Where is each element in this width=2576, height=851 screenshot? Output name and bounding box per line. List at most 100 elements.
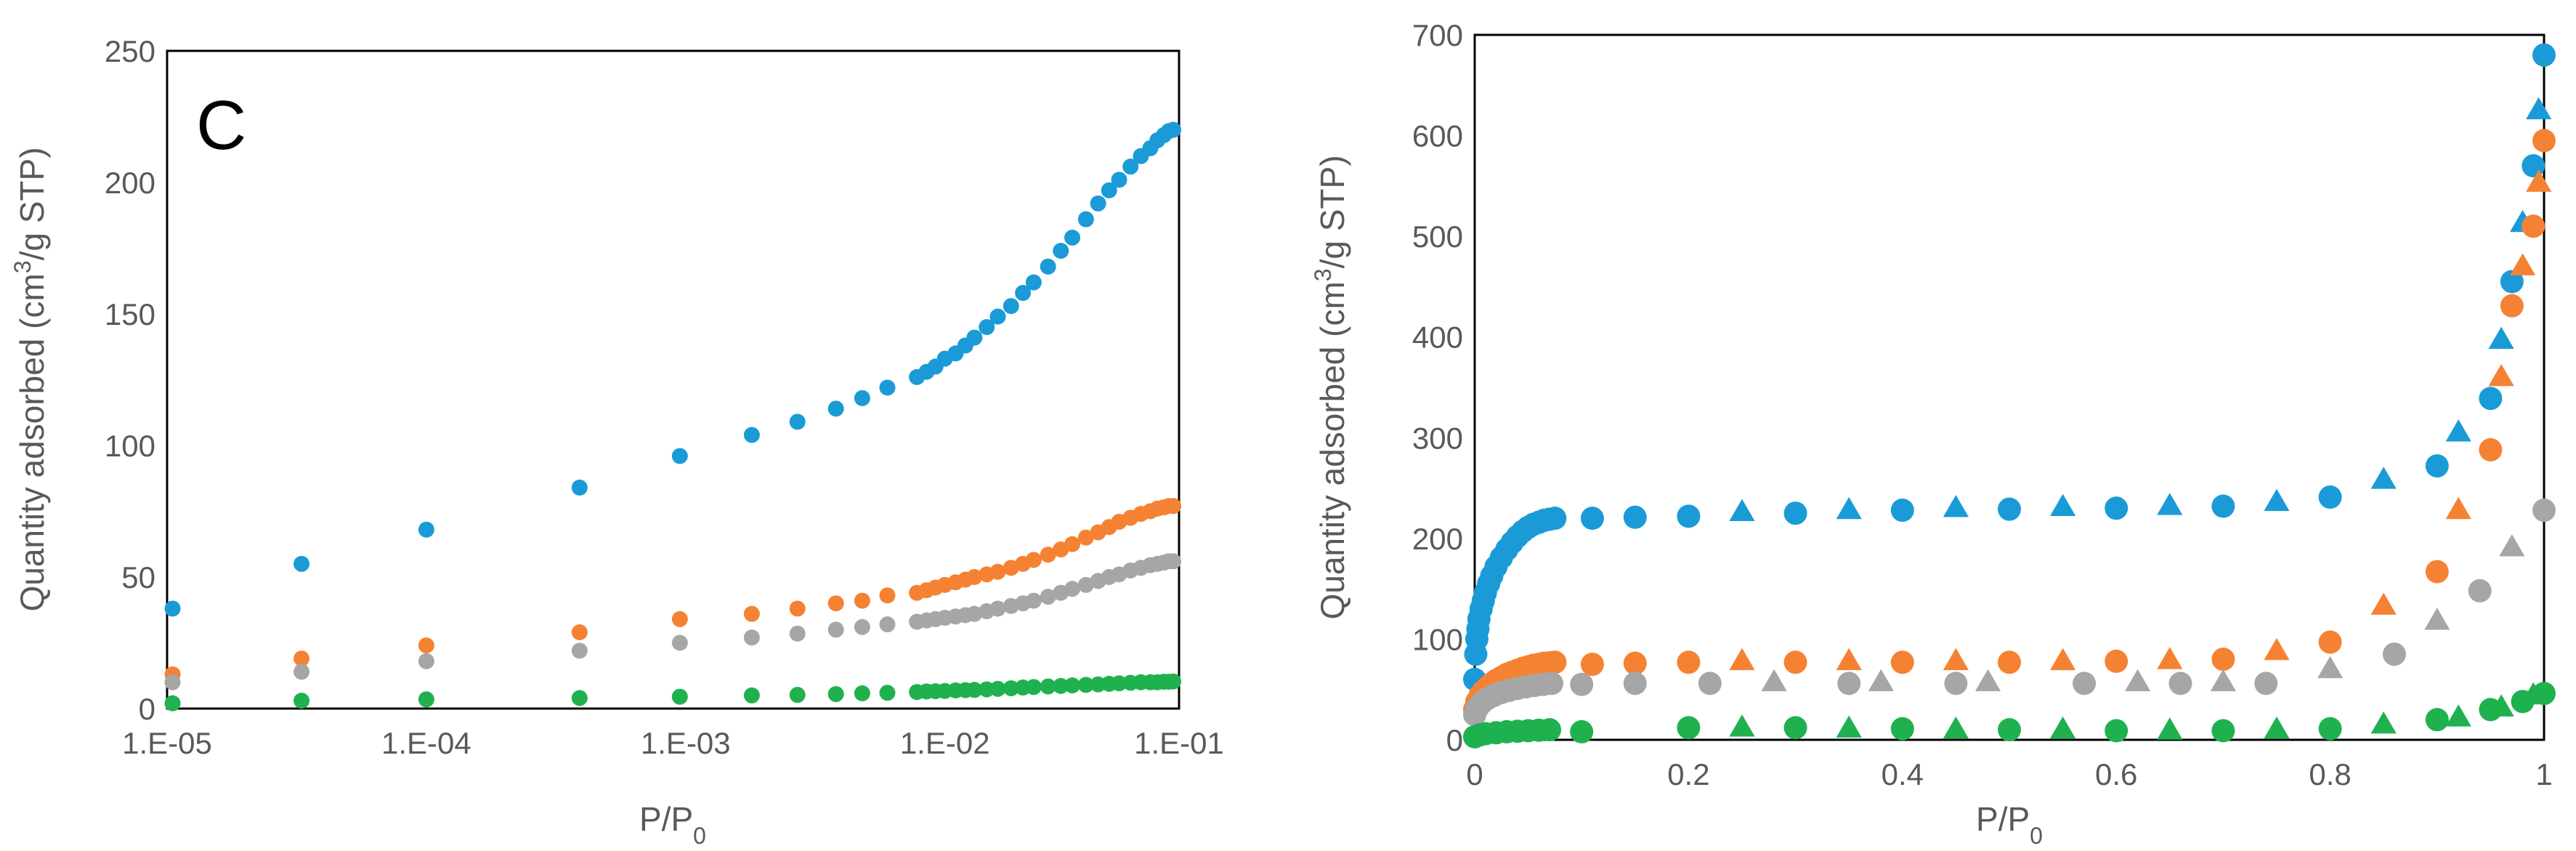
data-point <box>2532 499 2556 523</box>
data-point-triangle <box>2520 682 2546 705</box>
data-point <box>1698 671 1722 695</box>
data-point <box>1837 671 1861 695</box>
data-point <box>1025 274 1042 291</box>
x-tick-label: 0.2 <box>1667 757 1709 791</box>
data-point-triangle <box>2264 637 2290 661</box>
data-point <box>1040 678 1056 695</box>
data-point <box>1015 285 1032 302</box>
data-point <box>1998 718 2021 742</box>
data-marks-left <box>164 121 1182 711</box>
data-point <box>854 685 870 702</box>
data-point <box>879 616 896 633</box>
data-point <box>1101 182 1117 198</box>
data-point-triangle <box>2264 488 2290 512</box>
data-point <box>743 427 760 443</box>
data-point <box>1570 719 1594 743</box>
data-point <box>789 625 806 642</box>
data-point <box>1025 679 1042 695</box>
y-tick-label: 700 <box>1412 18 1463 52</box>
data-marks-right <box>1463 43 2556 749</box>
y-axis-label-left: Quantity adsorbed (cm3/g STP) <box>9 147 51 611</box>
data-point-triangle <box>1868 669 1894 692</box>
data-point <box>1623 505 1647 529</box>
data-point <box>2425 708 2449 732</box>
data-point <box>743 687 760 703</box>
data-point <box>2254 671 2278 695</box>
series-blue-desorption <box>1729 97 2552 521</box>
data-point <box>1543 650 1567 674</box>
data-point <box>1677 650 1701 674</box>
data-point <box>979 319 995 336</box>
data-point <box>1783 650 1807 674</box>
data-point-triangle <box>2488 326 2514 350</box>
data-point-triangle <box>1729 648 1755 671</box>
data-point-triangle <box>1974 669 2001 692</box>
data-point <box>571 624 588 641</box>
data-point <box>966 605 983 622</box>
data-point <box>1111 675 1127 692</box>
data-point <box>966 569 983 585</box>
data-point <box>1623 671 1647 695</box>
data-point <box>1077 211 1094 227</box>
data-point <box>1998 497 2021 521</box>
data-point <box>1890 499 1914 523</box>
data-point-triangle <box>1943 648 1969 671</box>
y-tick-label: 300 <box>1412 421 1463 455</box>
data-point-triangle <box>1761 669 1787 692</box>
data-point <box>1570 672 1594 696</box>
series-blue-adsorption <box>1463 43 2556 691</box>
series-gray <box>164 553 1182 690</box>
y-tick-label: 0 <box>139 692 155 726</box>
data-point-triangle <box>2264 716 2290 739</box>
data-point <box>2382 642 2406 666</box>
data-point-triangle <box>2424 608 2450 630</box>
chart-right: 0 100 200 300 400 500 600 700 0 0.2 0.4 0.6 0.8 1 P/… <box>1310 18 2556 849</box>
data-point-triangle <box>2370 711 2397 734</box>
data-point <box>2479 437 2503 461</box>
data-point <box>293 555 310 572</box>
x-tick-label: 0 <box>1466 757 1483 791</box>
data-point <box>418 521 434 538</box>
data-point <box>2105 649 2129 673</box>
data-point <box>1053 243 1069 259</box>
data-point <box>1539 671 1563 695</box>
series-green-desorption <box>1729 682 2546 740</box>
y-ticks-left: 0 50 100 150 200 250 <box>105 34 155 726</box>
data-point <box>2425 560 2449 584</box>
panel-label: C <box>196 86 246 164</box>
data-point-triangle <box>2050 648 2076 671</box>
data-point <box>571 690 588 706</box>
data-point <box>418 691 434 708</box>
x-tick-label: 1.E-02 <box>900 726 990 760</box>
data-point-triangle <box>2157 647 2183 669</box>
x-ticks-right: 0 0.2 0.4 0.6 0.8 1 <box>1466 757 2552 791</box>
series-orange-adsorption <box>1463 129 2556 722</box>
data-point <box>879 685 896 701</box>
data-point <box>1064 581 1081 597</box>
data-point <box>1003 680 1019 697</box>
x-tick-label: 1.E-04 <box>381 726 471 760</box>
data-point-triangle <box>1943 495 1969 517</box>
data-point-triangle <box>2210 669 2236 692</box>
data-point <box>2425 454 2449 478</box>
data-point <box>1580 507 1604 531</box>
data-point <box>1165 121 1182 138</box>
data-point <box>1538 718 1562 742</box>
series-gray-desorption <box>1761 534 2525 692</box>
data-point <box>1677 716 1701 740</box>
data-point-triangle <box>2317 656 2344 679</box>
x-tick-label: 1.E-01 <box>1134 726 1224 760</box>
data-point-triangle <box>2157 717 2183 740</box>
data-point <box>1122 158 1139 175</box>
data-point <box>164 674 181 690</box>
data-point <box>1890 650 1914 674</box>
data-point <box>2073 671 2097 695</box>
data-point <box>827 400 844 417</box>
data-point-triangle <box>2050 493 2076 517</box>
data-point <box>1623 651 1647 675</box>
data-point <box>743 629 760 646</box>
data-point-triangle <box>2125 669 2151 692</box>
data-point-triangle <box>2445 496 2471 520</box>
